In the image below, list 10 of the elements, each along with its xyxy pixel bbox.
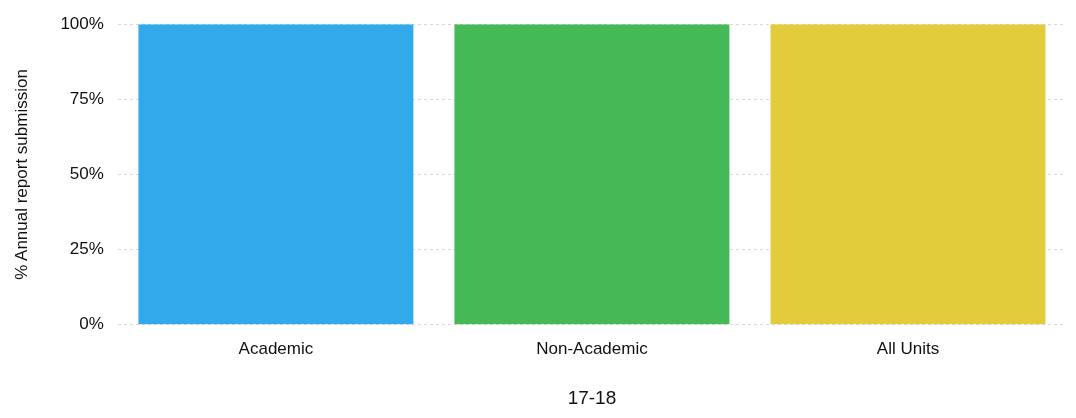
x-tick-label: Academic [238, 338, 314, 358]
y-tick-label: 100% [60, 13, 104, 33]
y-tick-label: 0% [79, 314, 104, 334]
x-axis-title: 17-18 [567, 386, 617, 408]
y-tick-label: 75% [69, 89, 104, 109]
y-axis-title: % Annual report submission [11, 69, 31, 280]
y-tick-label: 25% [69, 239, 104, 259]
x-tick-label: Non-Academic [536, 338, 649, 358]
x-tick-label: All Units [876, 338, 940, 358]
y-tick-label: 50% [69, 164, 104, 184]
